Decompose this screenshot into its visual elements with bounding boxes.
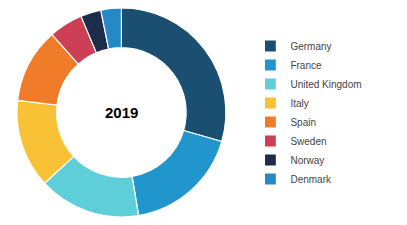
svg-text:Denmark: Denmark: [290, 174, 332, 185]
svg-text:Italy: Italy: [290, 98, 308, 109]
svg-text:United Kingdom: United Kingdom: [290, 79, 361, 90]
svg-text:Sweden: Sweden: [290, 136, 326, 147]
svg-text:2019: 2019: [105, 104, 138, 121]
svg-text:Spain: Spain: [290, 117, 316, 128]
svg-text:Germany: Germany: [290, 41, 331, 52]
svg-text:Norway: Norway: [290, 155, 324, 166]
svg-text:France: France: [290, 60, 322, 71]
